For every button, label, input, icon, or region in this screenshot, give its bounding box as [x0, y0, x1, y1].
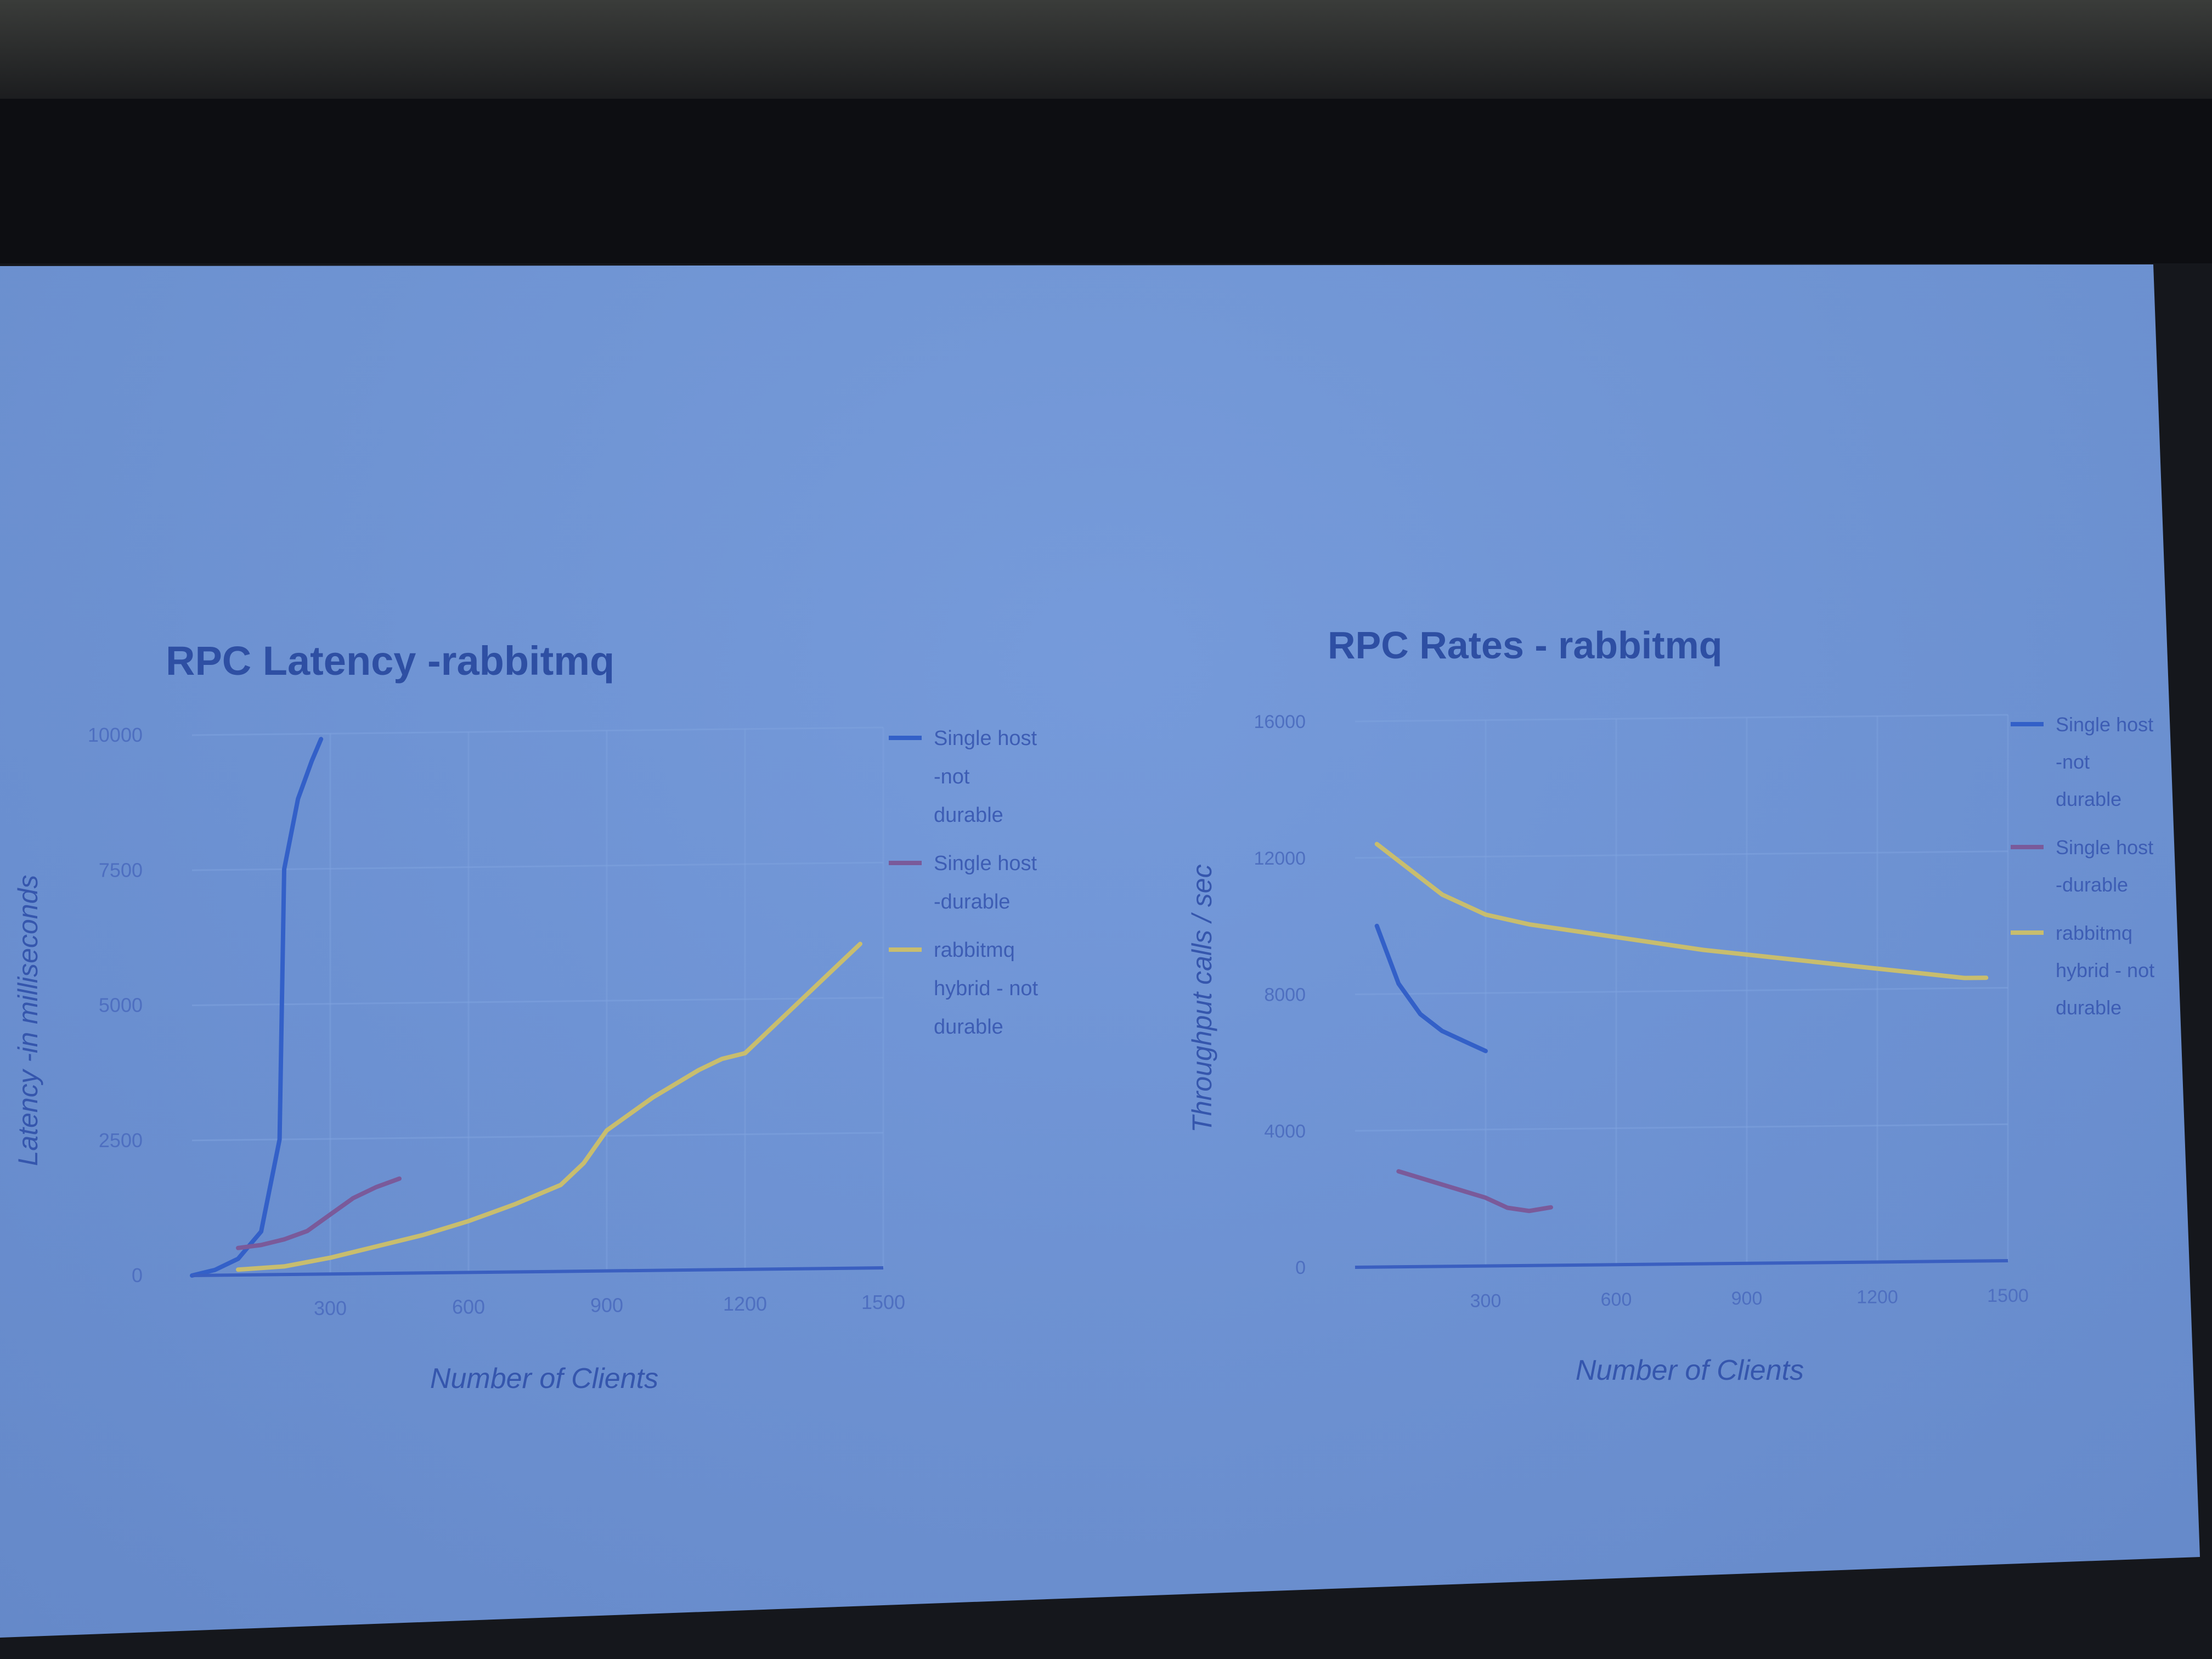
chart-title: RPC Rates - rabbitmq — [1328, 624, 1723, 667]
legend: Single host -not durable Single host -durabl… — [2011, 713, 2154, 1019]
grid — [191, 726, 884, 1274]
y-tick-label: 5000 — [99, 994, 143, 1017]
chart-title: RPC Latency -rabbitmq — [166, 638, 614, 684]
series-line — [236, 941, 862, 1272]
axes — [191, 1266, 884, 1277]
axes — [1355, 1259, 2008, 1269]
y-tick-label: 0 — [1295, 1257, 1306, 1278]
room-wall — [0, 0, 2212, 99]
grid-line — [1355, 1123, 2008, 1132]
x-tick-label: 900 — [590, 1294, 623, 1317]
grid-line — [1355, 987, 2008, 995]
x-tick-label: 300 — [314, 1297, 347, 1319]
legend-label: rabbitmq hybrid - not durable — [2056, 922, 2154, 1019]
legend-label: Single host -durable — [934, 852, 1037, 913]
x-tick-label: 1500 — [861, 1291, 905, 1313]
x-tick-labels: 300 600 900 1200 1500 — [314, 1291, 905, 1319]
x-tick-labels: 300 600 900 1200 1500 — [1470, 1285, 2029, 1312]
y-tick-label: 8000 — [1264, 985, 1306, 1006]
grid — [1355, 714, 2009, 1266]
y-tick-labels: 0 2500 5000 7500 10000 — [88, 724, 143, 1286]
series-group — [1374, 842, 1989, 1214]
series-group — [190, 737, 862, 1278]
x-tick-label: 1500 — [1987, 1285, 2029, 1306]
legend-label: Single host -durable — [2056, 836, 2153, 896]
series-line — [1396, 1169, 1553, 1214]
y-axis-label: Throughput calls / sec — [1187, 864, 1217, 1132]
legend-label: rabbitmq hybrid - not durable — [934, 939, 1039, 1039]
series-line — [236, 1176, 402, 1250]
y-tick-label: 16000 — [1254, 712, 1306, 732]
legend-label: Single host -not durable — [934, 727, 1037, 827]
y-tick-label: 2500 — [99, 1129, 143, 1152]
y-tick-label: 10000 — [88, 724, 143, 746]
grid-line — [1355, 850, 2008, 859]
series-line — [1374, 842, 1989, 980]
x-axis-label: Number of Clients — [430, 1363, 658, 1395]
grid-line — [191, 726, 884, 736]
y-tick-label: 0 — [132, 1264, 143, 1286]
legend-label: Single host -not durable — [2056, 713, 2153, 810]
grid-line — [191, 861, 884, 871]
y-tick-labels: 0 4000 8000 12000 16000 — [1254, 712, 1306, 1278]
latency-chart: RPC Latency -rabbitmq 300 600 900 1200 1500 … — [13, 638, 1039, 1395]
x-axis-label: Number of Clients — [1576, 1355, 1804, 1386]
rates-chart: RPC Rates - rabbitmq 300 600 900 1200 1500 0… — [1187, 624, 2154, 1386]
legend: Single host -not durable Single host -durabl… — [889, 727, 1039, 1039]
x-tick-label: 600 — [1601, 1289, 1632, 1310]
x-tick-label: 300 — [1470, 1291, 1502, 1312]
y-tick-label: 12000 — [1254, 848, 1306, 869]
grid-line — [191, 997, 884, 1006]
x-tick-label: 1200 — [723, 1293, 767, 1315]
y-tick-label: 4000 — [1264, 1121, 1306, 1142]
screen-frame — [0, 99, 2212, 263]
x-tick-label: 600 — [452, 1295, 485, 1318]
y-axis-label: Latency -in milliseconds — [13, 875, 43, 1166]
x-axis-line — [191, 1266, 884, 1277]
x-tick-label: 900 — [1731, 1288, 1763, 1309]
x-axis-line — [1355, 1259, 2008, 1269]
series-line — [1374, 923, 1488, 1053]
x-tick-label: 1200 — [1857, 1286, 1898, 1307]
grid-line — [1355, 714, 2008, 723]
grid-line — [191, 1132, 884, 1142]
y-tick-label: 7500 — [99, 859, 143, 881]
series-line — [190, 737, 324, 1278]
